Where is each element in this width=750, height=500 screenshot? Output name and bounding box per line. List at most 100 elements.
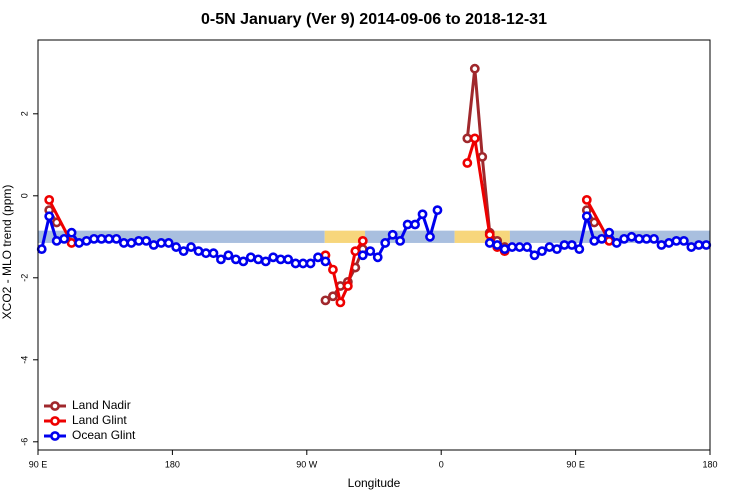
series-point [499, 244, 510, 254]
series-point [626, 231, 637, 242]
x-tick-label: 90 E [566, 459, 585, 469]
series-point [432, 205, 443, 216]
series-point [664, 238, 674, 248]
x-tick-label: 180 [165, 459, 180, 469]
series-point [208, 248, 219, 259]
series-point [223, 250, 234, 261]
chart-title: 0-5N January (Ver 9) 2014-09-06 to 2018-… [201, 11, 547, 28]
series-point [118, 238, 129, 248]
y-axis-label: XCO2 - MLO trend (ppm) [0, 185, 14, 320]
series-point [634, 233, 644, 244]
plot-frame [37, 39, 711, 451]
x-tick-label: 0 [439, 459, 444, 469]
series-point [186, 242, 196, 252]
series-point [469, 133, 480, 144]
legend-label: Land Nadir [72, 398, 131, 412]
series-point [111, 233, 122, 244]
series-point [44, 211, 55, 222]
series-point [66, 238, 77, 248]
series-point [596, 233, 607, 244]
series-point [477, 151, 488, 162]
series-point [380, 238, 391, 248]
series-point [305, 258, 316, 269]
y-tick-label: 2 [19, 111, 29, 116]
series-point [671, 235, 682, 246]
series-point [611, 238, 622, 248]
band-segment [324, 230, 366, 243]
x-tick-label: 90 E [29, 459, 48, 469]
series-point [313, 252, 323, 263]
series-point [357, 235, 368, 246]
series-point [693, 240, 704, 250]
series-point [425, 231, 435, 242]
x-tick-label: 90 W [296, 459, 318, 469]
y-tick-label: -4 [19, 356, 29, 364]
series-point [686, 242, 697, 252]
series-point [566, 240, 577, 250]
series-point [148, 240, 159, 250]
series-point [350, 246, 361, 257]
series-point [89, 233, 99, 244]
series-point [678, 235, 689, 246]
series-point [649, 233, 659, 244]
series-point [484, 229, 495, 240]
legend-label: Land Glint [72, 413, 127, 427]
series-point [492, 240, 503, 250]
y-tick-label: -6 [19, 438, 29, 446]
series-point [320, 256, 331, 267]
series-point [260, 256, 271, 267]
series-point [59, 233, 70, 244]
series-point [514, 242, 525, 252]
series-point [96, 233, 107, 244]
series-point [51, 235, 62, 246]
series-point [298, 258, 308, 269]
plot-marks [36, 63, 712, 308]
series-point [462, 133, 473, 144]
series-point [44, 194, 55, 205]
series-point [604, 227, 615, 238]
band-segment [365, 230, 455, 243]
series-point [283, 254, 294, 265]
series-point [328, 291, 338, 302]
series-point [484, 238, 495, 248]
series-point [365, 246, 376, 257]
series-point [335, 297, 346, 308]
series-point [417, 209, 428, 220]
series-point [328, 264, 338, 275]
series-point [275, 254, 286, 265]
series-point [387, 229, 398, 240]
series-point [238, 256, 249, 267]
series-point [216, 254, 226, 265]
series-point [133, 235, 144, 246]
series-point [268, 252, 279, 263]
series-point [230, 254, 241, 265]
series-point [81, 235, 92, 246]
y-tick-label: 0 [19, 193, 29, 198]
series-point [141, 235, 152, 246]
series-point [245, 252, 256, 263]
series-point [193, 246, 204, 257]
x-tick-label: 180 [702, 459, 717, 469]
y-tick-label: -2 [19, 274, 29, 282]
series-point [253, 254, 264, 265]
series-point [619, 233, 630, 244]
series-point [507, 242, 518, 252]
series-point [36, 244, 47, 254]
series-point [171, 242, 182, 252]
series-point [552, 244, 562, 254]
series-point [402, 219, 413, 230]
series-point [201, 248, 211, 259]
series-point [656, 240, 667, 250]
series-point [559, 240, 570, 250]
series-point [544, 242, 555, 252]
axes: 90 E 180 90 W 0 90 E 180 -6 -4 -2 0 2 [19, 111, 717, 469]
series-point [529, 250, 540, 261]
legend-swatch-point [50, 416, 60, 426]
series-point [589, 235, 600, 246]
series-point [581, 194, 592, 205]
series-point [537, 246, 547, 257]
series-point [342, 281, 353, 291]
legend-label: Ocean Glint [72, 428, 136, 442]
series-point [163, 238, 174, 248]
